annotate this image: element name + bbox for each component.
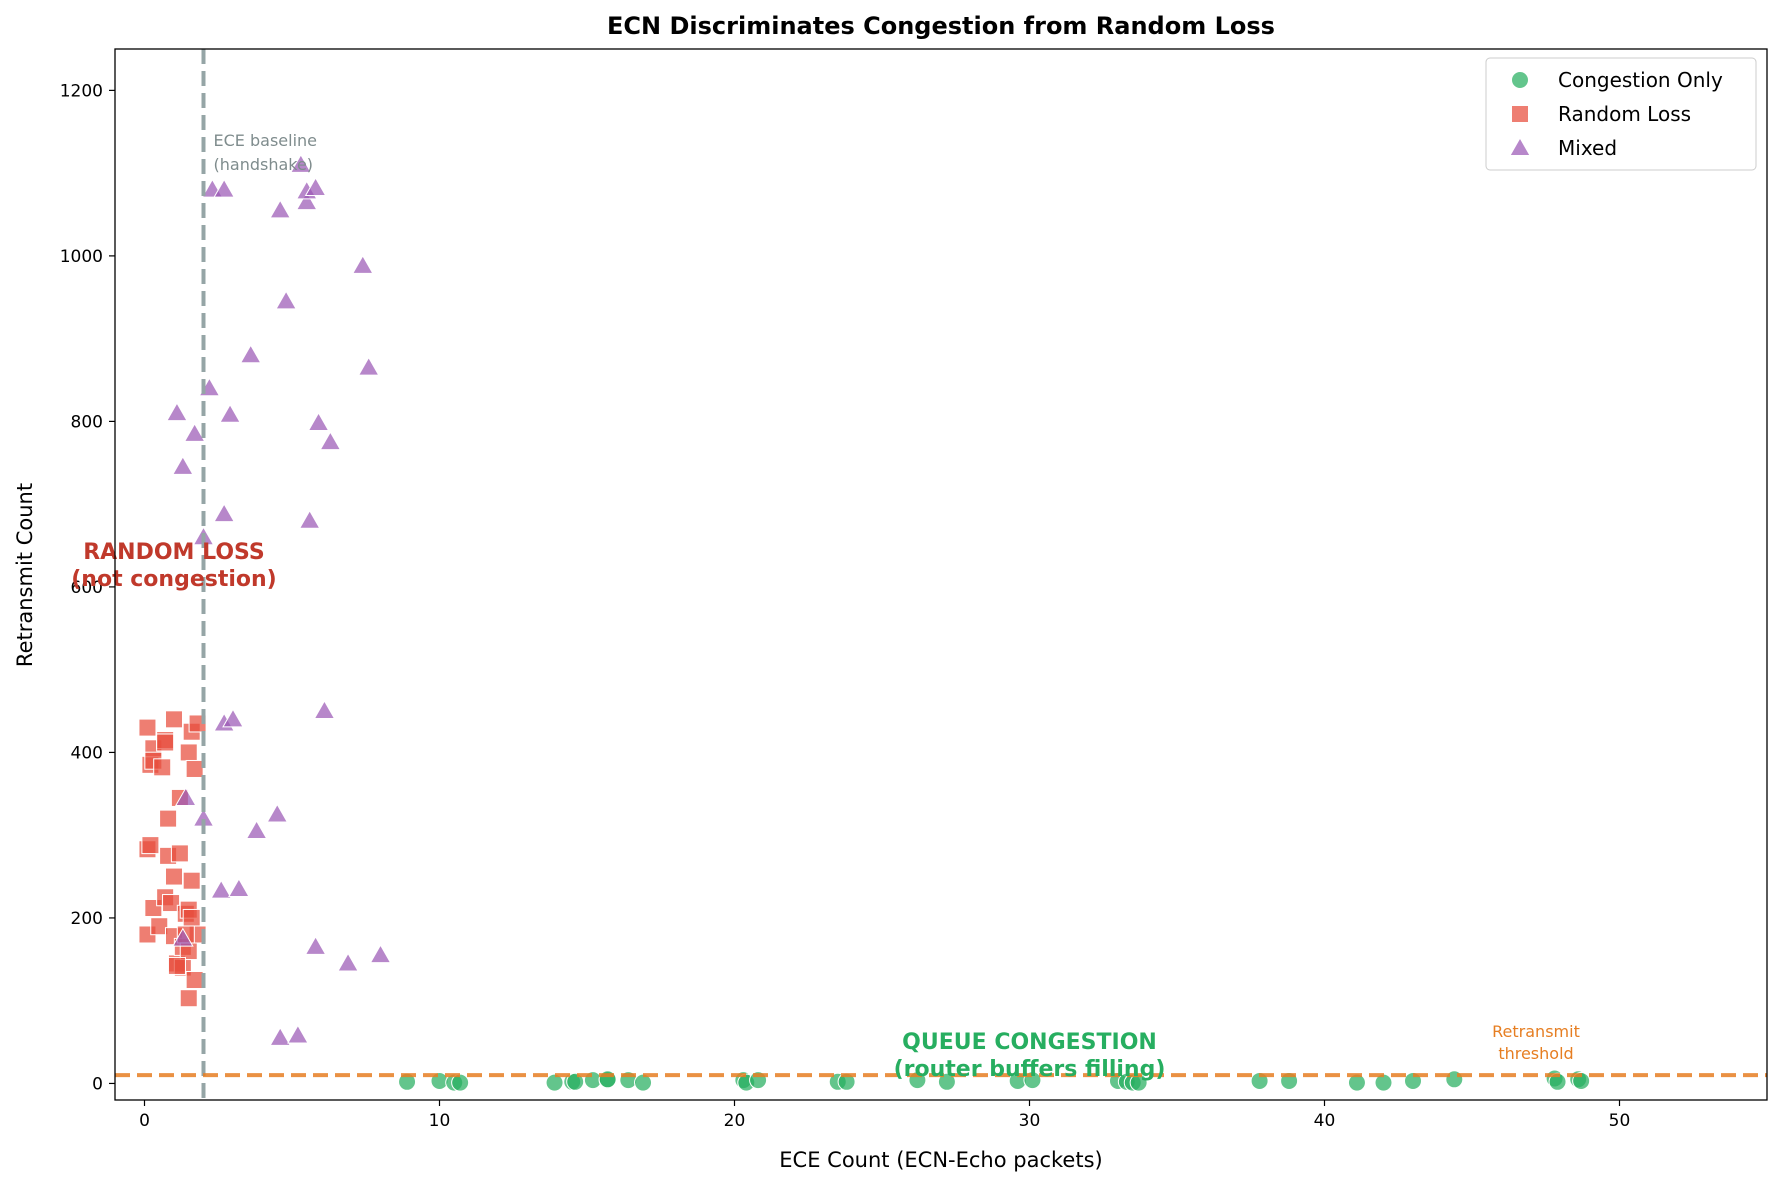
x-tick-label: 20 — [724, 1111, 746, 1131]
legend-marker-circle — [1511, 71, 1529, 89]
x-axis-label: ECE Count (ECN-Echo packets) — [779, 1148, 1102, 1172]
data-point-square — [182, 908, 201, 927]
data-point-square — [182, 871, 201, 890]
data-point-square — [138, 718, 157, 737]
retransmit-threshold-label: threshold — [1498, 1044, 1573, 1063]
data-point-triangle — [295, 191, 318, 211]
legend-marker-square — [1511, 105, 1529, 123]
data-point-triangle — [228, 877, 250, 897]
x-tick-label: 40 — [1314, 1111, 1336, 1131]
y-tick-label: 400 — [71, 743, 103, 763]
y-tick-label: 1000 — [60, 247, 103, 267]
data-point-circle — [545, 1073, 564, 1092]
data-point-square — [150, 917, 169, 936]
data-point-square — [162, 894, 181, 913]
y-tick-label: 800 — [71, 412, 103, 432]
data-point-triangle — [245, 820, 268, 840]
retransmit-threshold-label: Retransmit — [1492, 1022, 1580, 1041]
random-loss-annotation: (not congestion) — [71, 567, 276, 592]
data-point-square — [185, 971, 204, 990]
legend-label: Random Loss — [1558, 102, 1691, 126]
data-point-triangle — [298, 509, 321, 529]
data-point-triangle — [213, 503, 236, 523]
data-point-triangle — [287, 1024, 309, 1044]
data-point-triangle — [213, 178, 236, 198]
chart-title: ECN Discriminates Congestion from Random… — [607, 12, 1275, 40]
y-tick-label: 0 — [92, 1074, 103, 1094]
data-point-circle — [937, 1072, 956, 1091]
data-point-triangle — [319, 431, 342, 451]
data-point-triangle — [219, 403, 241, 423]
ece-baseline-label: ECE baseline — [214, 131, 318, 150]
plot-area: 0 10 20 30 40 50 0 200 400 600 800 1000 1200 ECE base… — [60, 48, 1768, 1131]
legend: Congestion Only Random Loss Mixed — [1485, 57, 1757, 171]
random-loss-annotation: RANDOM LOSS — [83, 540, 265, 565]
data-point-circle — [566, 1072, 585, 1091]
y-axis-label: Retransmit Count — [13, 483, 37, 667]
data-point-triangle — [166, 402, 188, 422]
data-point-triangle — [289, 153, 312, 173]
ece-baseline-label: (handshake) — [214, 155, 314, 174]
data-point-triangle — [269, 1026, 292, 1046]
data-point-triangle — [307, 412, 330, 432]
queue-congestion-annotation: (router buffers filling) — [894, 1057, 1166, 1082]
data-point-square — [159, 809, 178, 828]
legend-box — [1485, 57, 1757, 171]
data-point-square — [170, 844, 189, 863]
data-point-triangle — [337, 952, 359, 972]
plot-frame — [114, 48, 1768, 1101]
data-point-triangle — [174, 786, 197, 806]
data-point-square — [179, 989, 198, 1008]
legend-label: Mixed — [1558, 136, 1617, 160]
data-point-triangle — [269, 199, 292, 219]
queue-congestion-annotation: QUEUE CONGESTION — [902, 1030, 1157, 1055]
x-tick-label: 10 — [429, 1111, 451, 1131]
data-point-triangle — [210, 879, 233, 899]
y-tick-label: 600 — [71, 578, 103, 598]
data-point-triangle — [351, 254, 374, 274]
data-point-triangle — [171, 927, 194, 947]
data-point-square — [141, 836, 160, 855]
data-point-triangle — [304, 935, 327, 955]
data-point-square — [185, 759, 204, 778]
data-point-triangle — [369, 944, 392, 964]
data-point-square — [165, 867, 183, 886]
data-point-triangle — [222, 708, 244, 728]
data-point-square — [167, 956, 186, 975]
x-tick-label: 50 — [1609, 1111, 1631, 1131]
data-point-triangle — [357, 356, 380, 376]
data-point-triangle — [183, 422, 206, 442]
x-tick-label: 0 — [139, 1111, 150, 1131]
data-point-triangle — [171, 455, 194, 475]
data-point-triangle — [239, 344, 262, 364]
data-point-triangle — [304, 177, 327, 197]
legend-label: Congestion Only — [1558, 68, 1723, 92]
data-point-triangle — [275, 290, 297, 310]
y-tick-label: 200 — [71, 909, 103, 929]
data-point-square — [153, 758, 172, 777]
x-tick-label: 30 — [1019, 1111, 1041, 1131]
data-point-triangle — [266, 803, 289, 823]
y-tick-label: 1200 — [60, 81, 103, 101]
data-point-square — [179, 743, 198, 762]
data-point-square — [156, 733, 175, 752]
data-point-triangle — [313, 700, 336, 720]
legend-marker-triangle — [1509, 136, 1531, 156]
data-point-square — [165, 710, 183, 729]
data-point-circle — [451, 1073, 470, 1092]
